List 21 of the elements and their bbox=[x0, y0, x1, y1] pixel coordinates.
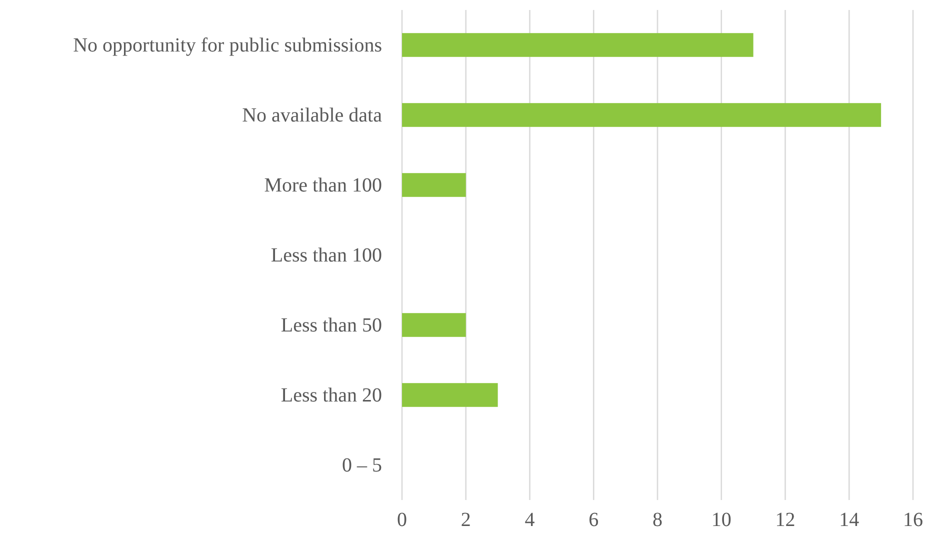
x-tick-label: 16 bbox=[903, 509, 923, 532]
x-tick-label: 6 bbox=[588, 509, 599, 532]
bar bbox=[402, 173, 466, 197]
x-tick-label: 14 bbox=[839, 509, 860, 532]
x-tick-label: 2 bbox=[460, 509, 471, 532]
x-tick-label: 10 bbox=[711, 509, 732, 532]
y-tick-label: No available data bbox=[242, 104, 382, 126]
x-tick-label: 12 bbox=[775, 509, 796, 532]
y-tick-label: Less than 100 bbox=[270, 244, 382, 266]
bar bbox=[402, 313, 466, 337]
bar bbox=[402, 33, 754, 57]
x-tick-label: 4 bbox=[524, 509, 535, 532]
y-tick-label: Less than 20 bbox=[280, 384, 382, 406]
y-tick-label: Less than 50 bbox=[280, 314, 382, 336]
y-tick-label: No opportunity for public submissions bbox=[73, 34, 382, 56]
x-tick-label: 8 bbox=[652, 509, 662, 532]
x-tick-label: 0 bbox=[397, 509, 407, 532]
y-tick-label: 0 – 5 bbox=[342, 454, 382, 476]
y-tick-label: More than 100 bbox=[264, 174, 382, 196]
bar bbox=[402, 383, 498, 407]
bar bbox=[402, 103, 882, 127]
